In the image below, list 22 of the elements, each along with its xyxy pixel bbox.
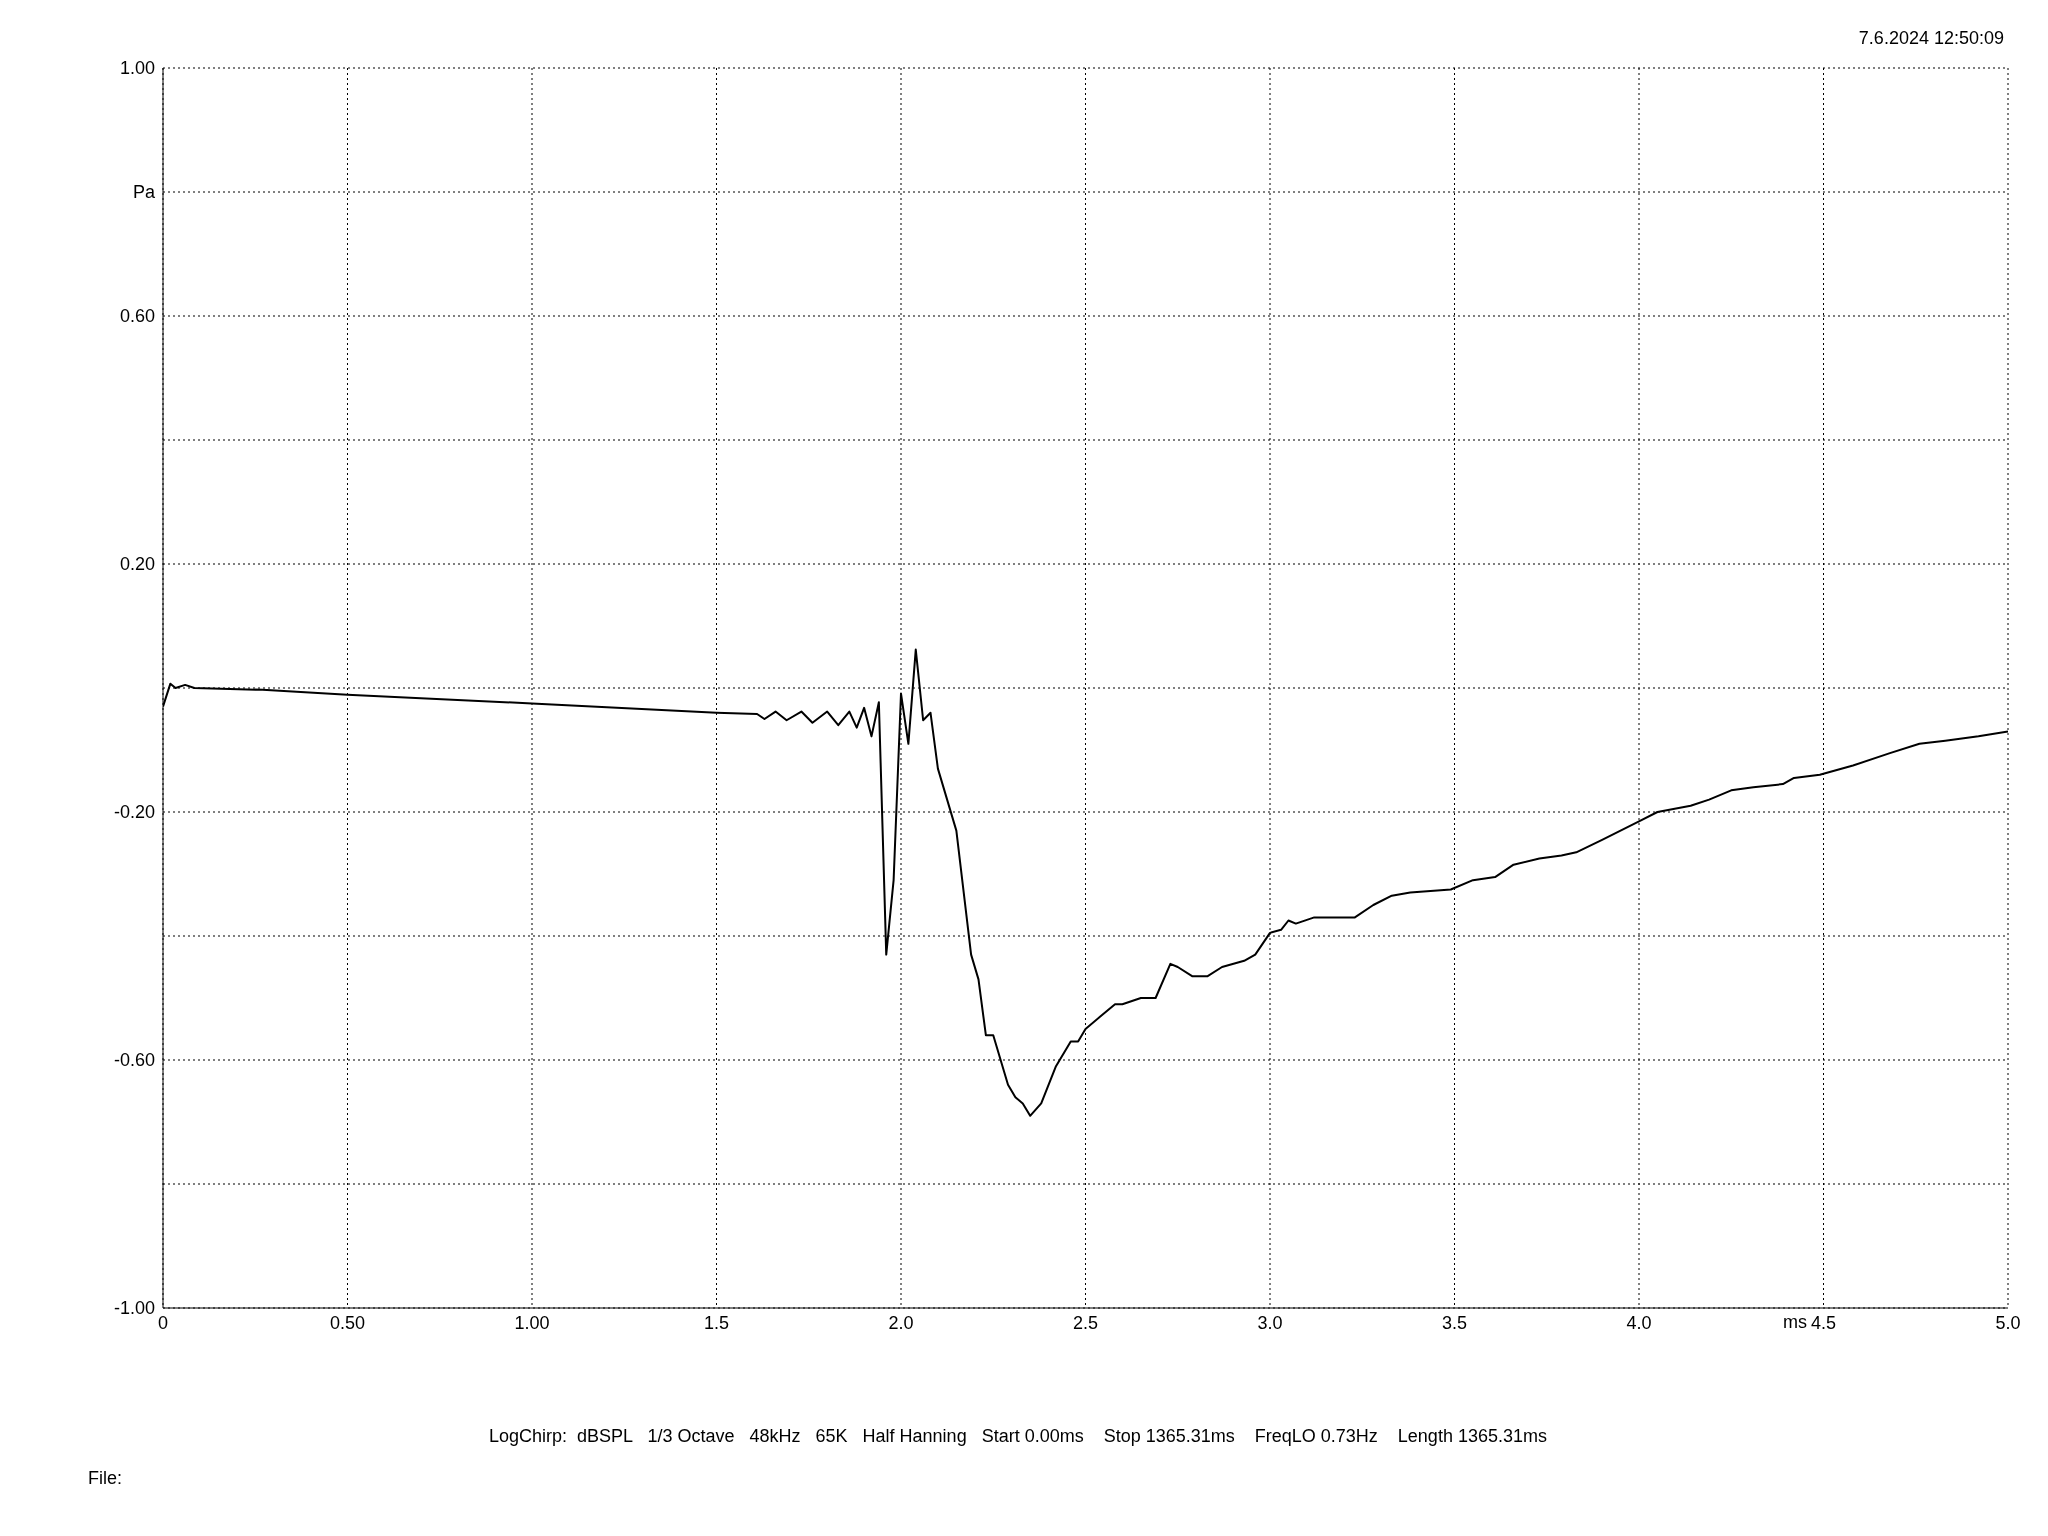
- x-tick-label: 1.00: [514, 1312, 550, 1333]
- x-tick-label: 2.5: [1072, 1312, 1099, 1333]
- text: File:: [88, 1468, 123, 1489]
- x-tick-label: 4.0: [1626, 1312, 1652, 1333]
- y-tick-label: -1.00: [113, 1298, 155, 1319]
- y-tick-label: 1.00: [119, 58, 155, 79]
- x-tick-label: 5.0: [1995, 1312, 2021, 1333]
- y-tick-label: -0.60: [113, 1050, 155, 1071]
- y-tick-label: Pa: [132, 182, 156, 203]
- x-tick-label: 4.5: [1810, 1312, 1837, 1333]
- x-tick-label: 3.5: [1441, 1312, 1468, 1333]
- x-tick-label: 0.50: [329, 1312, 366, 1333]
- x-axis-title: ms: [1783, 1312, 1807, 1332]
- y-tick-label: 0.20: [119, 554, 155, 575]
- x-tick-label: 3.0: [1257, 1312, 1283, 1333]
- x-tick-label: 0: [157, 1312, 169, 1333]
- x-tick-label: 2.0: [888, 1312, 914, 1333]
- text: 7.6.2024 12:50:09: [1858, 28, 2004, 49]
- text: LogChirp: dBSPL 1/3 Octave 48kHz 65K Half Hanning Start 0.00ms Stop 1365.31ms FreqLO 0.73Hz Length 1365.31ms: [488, 1426, 1548, 1447]
- y-tick-label: -0.20: [113, 802, 155, 823]
- x-tick-label: 1.5: [703, 1312, 730, 1333]
- y-tick-label: 0.60: [119, 306, 155, 327]
